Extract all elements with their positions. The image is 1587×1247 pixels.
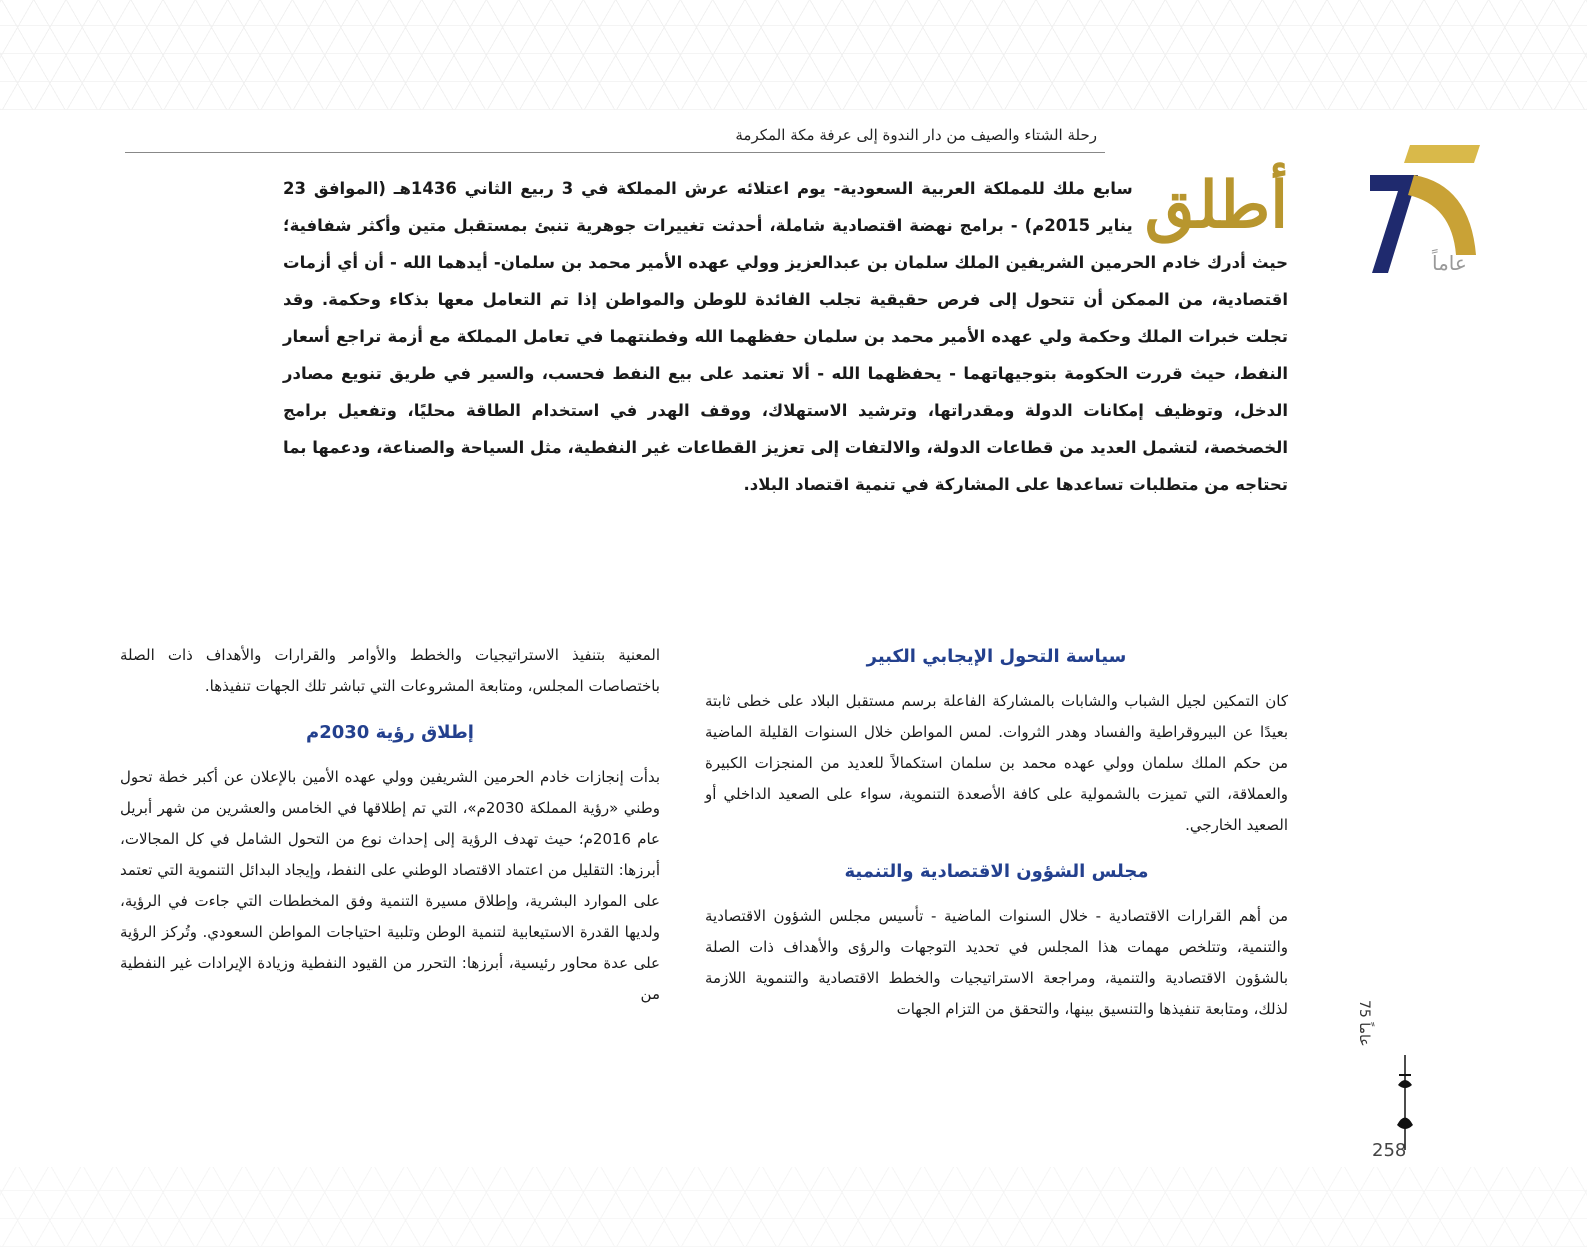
logo-label: عاماً [1432, 249, 1467, 275]
page-number: 258 [1372, 1140, 1407, 1161]
drop-cap: أطلق [1144, 168, 1288, 243]
left-column: المعنية بتنفيذ الاستراتيجيات والخطط والأ… [120, 640, 660, 1024]
75-years-logo: عاماً [1370, 145, 1480, 275]
section-heading: إطلاق رؤية 2030م [306, 722, 474, 743]
intro-text: سابع ملك للمملكة العربية السعودية- يوم ا… [283, 179, 1288, 494]
decorative-pattern-bottom [0, 1167, 1587, 1247]
logo-blue-seven [1370, 175, 1418, 273]
side-label: 75 عاماً [1356, 1000, 1372, 1047]
paragraph: المعنية بتنفيذ الاستراتيجيات والخطط والأ… [120, 646, 660, 695]
logo-gold-bar [1404, 145, 1480, 163]
logo-gold-arc [1408, 175, 1476, 255]
header-divider [125, 152, 1105, 153]
header-title: رحلة الشتاء والصيف من دار الندوة إلى عرف… [735, 126, 1097, 144]
intro-paragraph: أطلق سابع ملك للمملكة العربية السعودية- … [283, 170, 1288, 503]
ornament-icon [1397, 1055, 1413, 1150]
decorative-pattern-top [0, 0, 1587, 110]
section-heading: سياسة التحول الإيجابي الكبير [866, 646, 1127, 667]
right-column: سياسة التحول الإيجابي الكبير كان التمكين… [705, 640, 1288, 1039]
paragraph: بدأت إنجازات خادم الحرمين الشريفين وولي … [120, 768, 660, 1003]
section-heading: مجلس الشؤون الاقتصادية والتنمية [844, 861, 1149, 882]
paragraph: من أهم القرارات الاقتصادية - خلال السنوا… [705, 907, 1288, 1018]
paragraph: كان التمكين لجيل الشباب والشابات بالمشار… [705, 692, 1288, 834]
